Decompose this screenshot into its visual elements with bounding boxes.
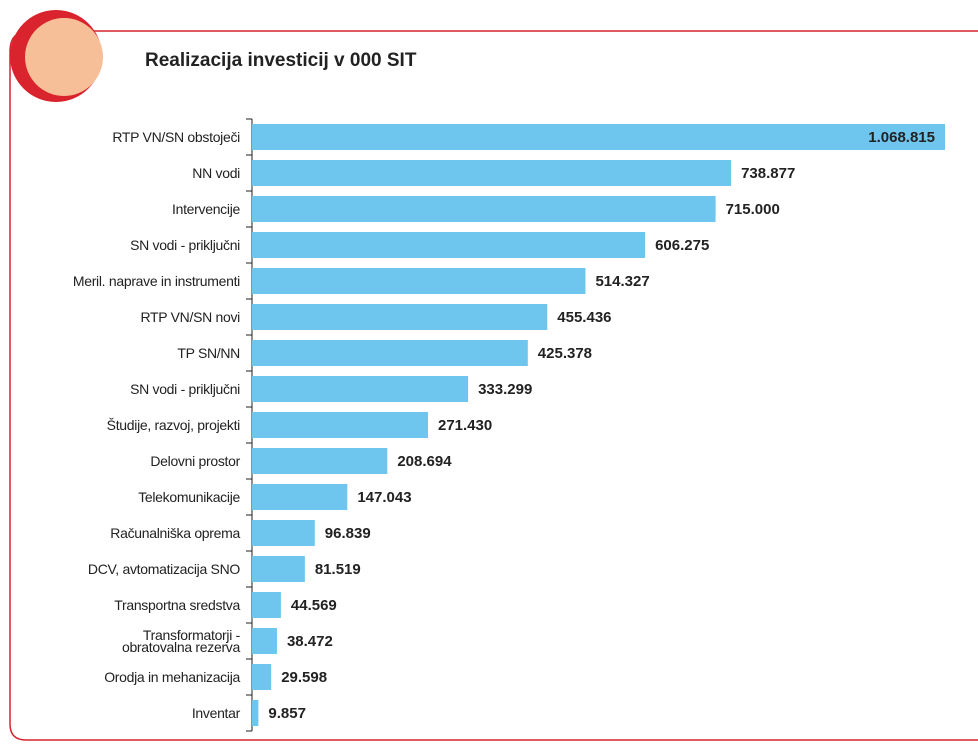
value-label: 81.519 [315,561,361,578]
category-label: TP SN/NN [177,345,240,361]
category-label: NN vodi [192,165,240,181]
bar [252,160,732,186]
category-label: SN vodi - priključni [130,237,240,253]
category-label: Računalniška oprema [110,525,240,541]
bar [252,700,259,726]
value-label: 425.378 [538,345,592,362]
category-label: Delovni prostor [150,453,240,469]
value-label: 9.857 [268,705,306,722]
category-label: Študije, razvoj, projekti [106,417,241,433]
value-label: 44.569 [291,597,337,614]
category-label: Telekomunikacije [138,489,240,505]
value-label: 271.430 [438,417,492,434]
bar [252,196,716,222]
bar [252,664,272,690]
category-label: Transformatorji - obratovalna rezerva [121,627,240,655]
bar [252,268,586,294]
bar [252,412,428,438]
value-label: 29.598 [281,669,327,686]
badge-inner [25,18,103,96]
bar [252,340,528,366]
category-label: Inventar [191,705,240,721]
value-label: 514.327 [595,273,649,290]
bar [252,592,281,618]
category-label: RTP VN/SN obstoječi [112,129,240,145]
value-label: 147.043 [357,489,411,506]
value-label: 1.068.815 [868,129,935,146]
category-label: SN vodi - priključni [130,381,240,397]
bar [252,376,469,402]
bar [252,304,548,330]
bar [252,448,388,474]
value-label: 333.299 [478,381,532,398]
bar [252,484,348,510]
value-label: 455.436 [557,309,611,326]
chart-title: Realizacija investicij v 000 SIT [145,50,417,71]
bar [252,124,945,150]
value-label: 606.275 [655,237,709,254]
value-label: 96.839 [325,525,371,542]
value-label: 208.694 [397,453,452,470]
category-label: Meril. naprave in instrumenti [72,273,240,289]
category-label: Transportna sredstva [114,597,240,613]
category-label: DCV, avtomatizacija SNO [87,561,240,577]
bar [252,520,315,546]
category-label: RTP VN/SN novi [140,309,240,325]
category-label: Orodja in mehanizacija [104,669,240,685]
value-label: 715.000 [726,201,780,218]
value-label: 738.877 [741,165,795,182]
value-label: 38.472 [287,633,333,650]
category-label: Intervencije [172,201,240,217]
bar [252,628,277,654]
bar [252,556,305,582]
bar [252,232,646,258]
